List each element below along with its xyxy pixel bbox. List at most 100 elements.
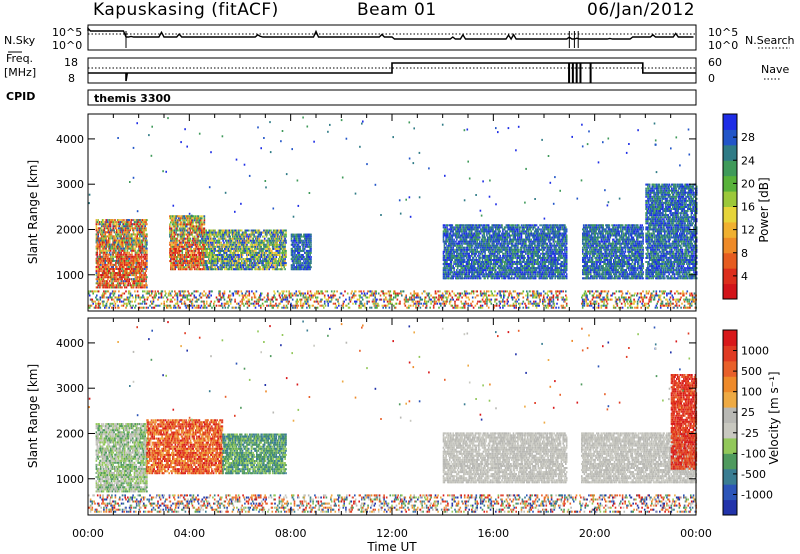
power-cell xyxy=(186,234,188,236)
power-cell xyxy=(479,251,481,253)
power-cell xyxy=(483,265,485,267)
power-cell xyxy=(230,254,232,256)
power-cell xyxy=(466,277,468,279)
power-cell xyxy=(123,219,125,221)
power-cell xyxy=(261,240,263,242)
power-cell xyxy=(144,286,146,288)
power-cell xyxy=(256,242,258,244)
power-cell xyxy=(180,219,182,221)
power-cell xyxy=(145,237,147,239)
power-cell xyxy=(173,219,175,221)
power-cell xyxy=(120,284,122,286)
power-cell xyxy=(197,215,199,217)
power-cell xyxy=(233,244,235,246)
power-cell xyxy=(170,221,172,223)
power-cell xyxy=(128,274,130,276)
power-cell xyxy=(285,242,287,244)
power-cell xyxy=(490,230,492,232)
power-cell xyxy=(253,240,255,242)
power-cell xyxy=(144,280,146,282)
power-cell xyxy=(285,240,287,242)
power-cell xyxy=(484,273,486,275)
power-cell xyxy=(310,252,312,254)
power-cell xyxy=(234,236,236,238)
power-cell xyxy=(464,247,466,249)
power-cell xyxy=(196,254,198,256)
power-cell xyxy=(457,261,459,263)
power-cell xyxy=(101,225,103,227)
power-cell xyxy=(97,233,99,235)
power-cell xyxy=(141,229,143,231)
power-cell xyxy=(169,234,171,236)
power-cell xyxy=(256,244,258,246)
power-cell xyxy=(204,221,206,223)
power-cell xyxy=(236,232,238,234)
power-cell xyxy=(199,225,201,227)
power-cell xyxy=(112,280,114,282)
power-cell xyxy=(268,230,270,232)
power-cell xyxy=(255,266,257,268)
power-cell xyxy=(489,233,491,235)
power-cell xyxy=(460,226,462,228)
power-cell xyxy=(112,274,114,276)
power-cell xyxy=(100,282,102,284)
power-cell xyxy=(195,238,197,240)
power-cell xyxy=(476,253,478,255)
power-cell xyxy=(133,229,135,231)
power-cell xyxy=(466,273,468,275)
power-cell xyxy=(201,219,203,221)
power-cell xyxy=(445,259,447,261)
power-cell xyxy=(174,234,176,236)
power-cell xyxy=(480,257,482,259)
power-cell xyxy=(277,234,279,236)
power-cell xyxy=(267,268,269,270)
power-cell xyxy=(120,231,122,233)
power-cell xyxy=(106,264,108,266)
power-cell xyxy=(242,254,244,256)
power-cell xyxy=(236,242,238,244)
power-cell xyxy=(174,225,176,227)
power-cell xyxy=(266,258,268,260)
power-cell xyxy=(214,266,216,268)
power-cell xyxy=(443,237,445,239)
power-cell xyxy=(448,275,450,277)
power-cell xyxy=(145,227,147,229)
power-cell xyxy=(452,259,454,261)
power-cell xyxy=(121,264,123,266)
power-cell xyxy=(140,246,142,248)
power-cell xyxy=(447,241,449,243)
power-cell xyxy=(123,266,125,268)
power-cell xyxy=(303,256,305,258)
power-cell xyxy=(245,266,247,268)
power-cell xyxy=(464,249,466,251)
power-cell xyxy=(175,266,177,268)
power-cell xyxy=(481,251,483,253)
power-cell xyxy=(102,282,104,284)
power-cell xyxy=(101,252,103,254)
power-cell xyxy=(249,258,251,260)
power-cell xyxy=(99,231,101,233)
power-cell xyxy=(223,266,225,268)
power-cell xyxy=(479,226,481,228)
power-cell xyxy=(443,253,445,255)
power-cell xyxy=(493,243,495,245)
power-cell xyxy=(142,286,144,288)
power-cell xyxy=(146,268,148,270)
power-cell xyxy=(210,236,212,238)
power-cell xyxy=(145,229,147,231)
power-cell xyxy=(181,223,183,225)
power-cell xyxy=(146,233,148,235)
power-cell xyxy=(268,250,270,252)
power-cell xyxy=(292,244,294,246)
power-cell xyxy=(310,244,312,246)
power-cell xyxy=(294,242,296,244)
power-cell xyxy=(127,270,129,272)
power-cell xyxy=(213,256,215,258)
power-cell xyxy=(265,266,267,268)
power-cell xyxy=(197,219,199,221)
power-cell xyxy=(224,260,226,262)
power-cell xyxy=(197,234,199,236)
power-cell xyxy=(118,254,120,256)
power-cell xyxy=(489,243,491,245)
power-cell xyxy=(276,262,278,264)
